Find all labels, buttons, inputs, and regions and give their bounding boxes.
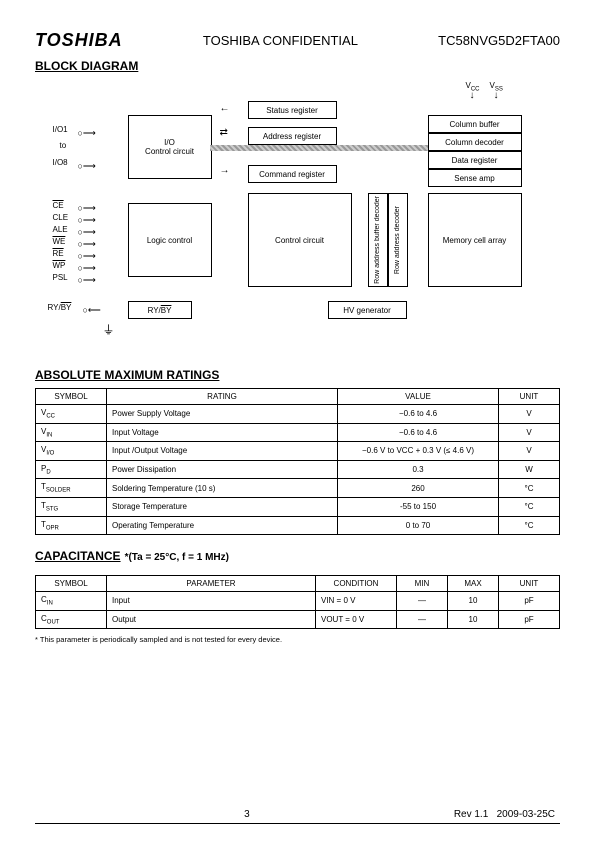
table-cell: pF: [499, 592, 560, 611]
table-cell: W: [499, 460, 560, 479]
io1-pin: I/O1: [53, 125, 68, 134]
memory-array-block: Memory cell array: [428, 193, 522, 287]
ratings-title: ABSOLUTE MAXIMUM RATINGS: [35, 368, 560, 382]
table-cell: Operating Temperature: [107, 516, 338, 535]
command-register-block: Command register: [248, 165, 337, 183]
table-cell: VIN: [36, 423, 107, 442]
arrow-icon: ⇄: [220, 128, 228, 138]
table-cell: VI/O: [36, 442, 107, 461]
table-cell: COUT: [36, 610, 107, 629]
table-cell: -55 to 150: [338, 497, 499, 516]
table-cell: —: [397, 610, 448, 629]
data-register-block: Data register: [428, 151, 522, 169]
capacitance-title: CAPACITANCE: [35, 549, 121, 563]
io-control-block: I/O Control circuit: [128, 115, 212, 179]
col-symbol: SYMBOL: [36, 389, 107, 405]
table-cell: 260: [338, 479, 499, 498]
row-decoder-block: Row address decoder: [388, 193, 408, 287]
revision: Rev 1.1: [454, 809, 488, 820]
thick-bus-2: [210, 145, 428, 151]
table-cell: Power Supply Voltage: [107, 405, 338, 424]
table-cell: Soldering Temperature (10 s): [107, 479, 338, 498]
confidential-label: TOSHIBA CONFIDENTIAL: [203, 33, 358, 48]
table-cell: CIN: [36, 592, 107, 611]
date: 2009-03-25C: [497, 809, 555, 820]
address-register-block: Address register: [248, 127, 337, 145]
io8-pin: I/O8: [53, 158, 68, 167]
we-pin: WE: [53, 237, 66, 246]
table-cell: Output: [107, 610, 316, 629]
part-number: TC58NVG5D2FTA00: [438, 33, 560, 48]
arrow-down-icon: ↓: [494, 91, 499, 101]
hv-generator-block: HV generator: [328, 301, 407, 319]
arrow-icon: ←: [220, 104, 230, 114]
table-cell: 10: [448, 610, 499, 629]
col-value: VALUE: [338, 389, 499, 405]
ryby-block: RY/BY: [128, 301, 192, 319]
arrow-down-icon: ↓: [470, 91, 475, 101]
cle-pin: CLE: [53, 213, 69, 222]
table-cell: TSOLDER: [36, 479, 107, 498]
col-parameter: PARAMETER: [107, 576, 316, 592]
col-unit: UNIT: [499, 389, 560, 405]
table-cell: Input: [107, 592, 316, 611]
page-number: 3: [244, 809, 250, 820]
table-cell: °C: [499, 516, 560, 535]
row-buffer-block: Row address buffer decoder: [368, 193, 388, 287]
wp-pin: WP: [53, 261, 66, 270]
table-cell: Storage Temperature: [107, 497, 338, 516]
sense-amp-block: Sense amp: [428, 169, 522, 187]
table-cell: −0.6 to 4.6: [338, 405, 499, 424]
ryby-pin: RY/BY: [48, 303, 72, 312]
table-cell: °C: [499, 479, 560, 498]
table-cell: Input Voltage: [107, 423, 338, 442]
ce-pin: CE: [53, 201, 64, 210]
table-cell: Input /Output Voltage: [107, 442, 338, 461]
col-min: MIN: [397, 576, 448, 592]
table-cell: V: [499, 405, 560, 424]
table-cell: Power Dissipation: [107, 460, 338, 479]
col-symbol: SYMBOL: [36, 576, 107, 592]
table-cell: VIN = 0 V: [316, 592, 397, 611]
psl-pin: PSL: [53, 273, 68, 282]
control-circuit-block: Control circuit: [248, 193, 352, 287]
capacitance-condition: *(Ta = 25°C, f = 1 MHz): [125, 552, 229, 563]
column-decoder-block: Column decoder: [428, 133, 522, 151]
re-pin: RE: [53, 249, 64, 258]
table-cell: —: [397, 592, 448, 611]
table-cell: VOUT = 0 V: [316, 610, 397, 629]
table-cell: TOPR: [36, 516, 107, 535]
table-cell: −0.6 V to VCC + 0.3 V (≤ 4.6 V): [338, 442, 499, 461]
table-cell: VCC: [36, 405, 107, 424]
logic-control-block: Logic control: [128, 203, 212, 277]
table-cell: pF: [499, 610, 560, 629]
col-unit: UNIT: [499, 576, 560, 592]
table-cell: °C: [499, 497, 560, 516]
table-cell: −0.6 to 4.6: [338, 423, 499, 442]
col-max: MAX: [448, 576, 499, 592]
status-register-block: Status register: [248, 101, 337, 119]
ale-pin: ALE: [53, 225, 68, 234]
table-cell: 0 to 70: [338, 516, 499, 535]
to-label: to: [60, 141, 67, 150]
capacitance-table: SYMBOL PARAMETER CONDITION MIN MAX UNIT …: [35, 575, 560, 629]
table-cell: V: [499, 423, 560, 442]
table-cell: PD: [36, 460, 107, 479]
col-rating: RATING: [107, 389, 338, 405]
arrow-icon: →: [220, 166, 230, 176]
block-diagram: VCC VSS ↓ ↓ Status register Address regi…: [48, 83, 548, 353]
logo: TOSHIBA: [35, 30, 123, 51]
table-cell: TSTG: [36, 497, 107, 516]
col-condition: CONDITION: [316, 576, 397, 592]
table-cell: 10: [448, 592, 499, 611]
footnote: * This parameter is periodically sampled…: [35, 635, 560, 644]
ratings-table: SYMBOL RATING VALUE UNIT VCCPower Supply…: [35, 388, 560, 535]
table-cell: 0.3: [338, 460, 499, 479]
block-diagram-title: BLOCK DIAGRAM: [35, 59, 560, 73]
table-cell: V: [499, 442, 560, 461]
column-buffer-block: Column buffer: [428, 115, 522, 133]
